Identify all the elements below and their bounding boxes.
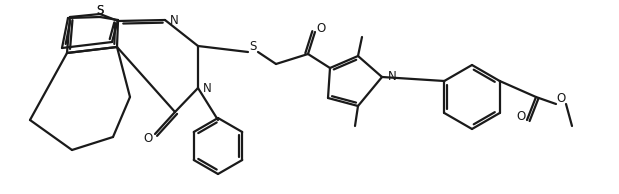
Text: O: O (556, 93, 566, 106)
Text: S: S (97, 3, 104, 16)
Text: O: O (516, 111, 526, 124)
Text: O: O (144, 132, 153, 145)
Text: O: O (316, 23, 326, 36)
Text: N: N (170, 14, 179, 27)
Text: N: N (203, 81, 212, 94)
Text: S: S (249, 41, 257, 54)
Text: N: N (388, 70, 397, 83)
Text: S: S (97, 4, 104, 17)
